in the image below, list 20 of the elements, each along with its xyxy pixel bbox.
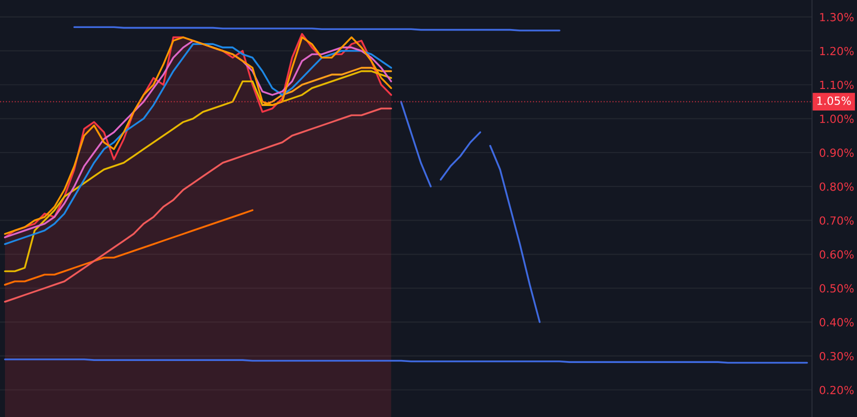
y-tick-label: 0.30%	[820, 352, 854, 360]
line-series	[262, 66, 392, 106]
y-tick-label: 1.30%	[820, 12, 854, 22]
y-tick-label: 1.00%	[820, 114, 854, 124]
y-tick-label: 0.80%	[820, 182, 854, 191]
y-tick-label: 0.60%	[820, 250, 854, 259]
y-tick-label: 0.50%	[820, 284, 854, 293]
line-series	[400, 100, 432, 188]
line-series	[440, 131, 482, 181]
line-series	[4, 209, 254, 286]
y-tick-label: 0.70%	[820, 216, 854, 225]
line-series	[489, 144, 541, 323]
y-tick-label: 0.90%	[820, 148, 854, 157]
line-series	[4, 70, 392, 272]
y-tick-label: 0.20%	[820, 386, 854, 394]
y-tick-label: 1.20%	[820, 46, 854, 56]
y-tick-label: 0.40%	[820, 318, 854, 326]
line-series	[4, 108, 392, 303]
y-tick-label: 1.10%	[820, 80, 854, 90]
ref-line-label: 1.05%	[817, 96, 851, 105]
